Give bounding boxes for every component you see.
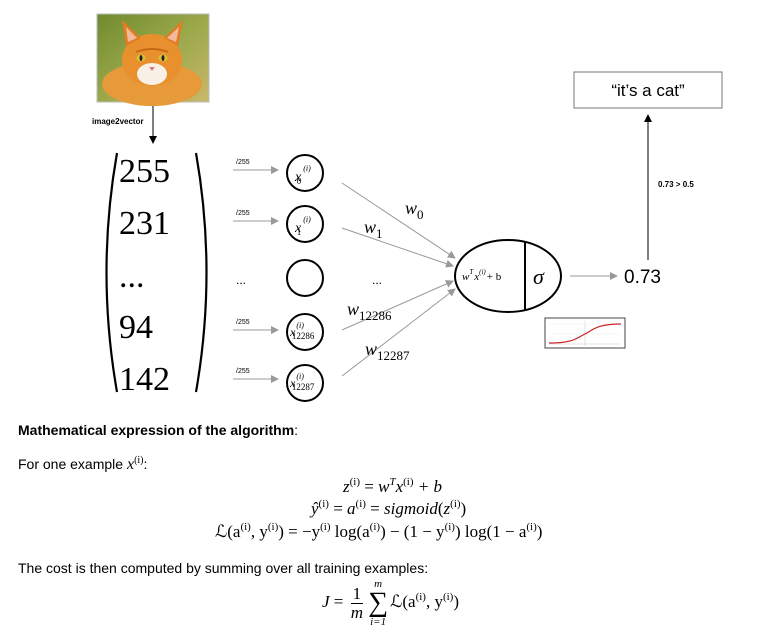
input-node-label: x(i) 12287 bbox=[289, 372, 315, 392]
weight-label: w12286 bbox=[347, 299, 392, 323]
equation-activation: ŷ(i) = a(i) = sigmoid(z(i)) bbox=[311, 498, 467, 519]
left-parenthesis bbox=[105, 152, 119, 393]
weight-label: w0 bbox=[405, 198, 424, 222]
one-example-line: For one example x(i): bbox=[18, 455, 148, 474]
logistic-regression-diagram: image2vector 255 231 ... 94 142 /255 /25… bbox=[92, 13, 723, 402]
input-node-label: x(i) 0 bbox=[294, 164, 311, 186]
cost-sentence: The cost is then computed by summing ove… bbox=[18, 560, 429, 576]
input-node bbox=[286, 154, 324, 192]
neuron bbox=[454, 239, 562, 313]
neuron-linear-part: wTx(i)+ b bbox=[462, 268, 502, 283]
neuron-activation: σ bbox=[533, 264, 545, 289]
equation-cost: J = 1 m m ∑ i=1 ℒ(a(i), y(i)) bbox=[322, 578, 460, 628]
input-node-label: x(i) 1 bbox=[294, 215, 311, 237]
vector-value: 231 bbox=[119, 205, 170, 242]
input-node bbox=[286, 313, 324, 351]
right-parenthesis bbox=[194, 152, 208, 393]
weight-arrow bbox=[341, 182, 456, 259]
vector-value: ... bbox=[119, 258, 145, 295]
image2vector-label: image2vector bbox=[92, 117, 144, 126]
prediction-text: “it’s a cat” bbox=[611, 81, 685, 100]
weight-ellipsis: ... bbox=[372, 273, 382, 287]
threshold-label: 0.73 > 0.5 bbox=[658, 180, 694, 189]
weight-arrow bbox=[341, 280, 454, 331]
normalize-label: /255 bbox=[236, 319, 250, 326]
weight-label: w1 bbox=[364, 217, 383, 241]
vector-value: 142 bbox=[119, 361, 170, 398]
sigmoid-thumbnail bbox=[544, 317, 626, 349]
equation-loss: ℒ(a(i), y(i)) = −y(i) log(a(i)) − (1 − y… bbox=[215, 521, 543, 542]
vector-value: 94 bbox=[119, 309, 153, 346]
normalize-label: /255 bbox=[236, 368, 250, 375]
summation: m ∑ i=1 bbox=[368, 578, 389, 628]
section-heading: Mathematical expression of the algorithm… bbox=[18, 422, 299, 438]
output-value: 0.73 bbox=[624, 267, 661, 288]
weight-label: w12287 bbox=[365, 339, 410, 363]
input-node bbox=[286, 364, 324, 402]
equation-linear: z(i) = wTx(i) + b bbox=[343, 476, 442, 497]
weight-arrow bbox=[341, 227, 454, 268]
input-node-label: x(i) 12286 bbox=[289, 321, 315, 341]
normalize-label: ... bbox=[236, 273, 246, 287]
cat-image bbox=[96, 13, 210, 106]
normalize-label: /255 bbox=[236, 159, 250, 166]
input-node-ellipsis bbox=[286, 259, 324, 297]
weight-arrow bbox=[341, 288, 456, 377]
prediction-box bbox=[573, 71, 723, 109]
normalize-label: /255 bbox=[236, 210, 250, 217]
vector-value: 255 bbox=[119, 153, 170, 190]
input-node bbox=[286, 205, 324, 243]
